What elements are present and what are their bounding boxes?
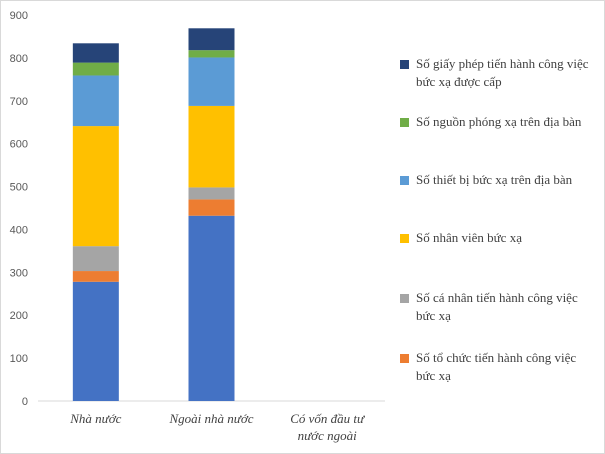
legend-label: Số giấy phép tiến hành công việc bức xạ … [416, 56, 589, 89]
bar-segment [72, 43, 119, 63]
bar-segment [72, 281, 119, 401]
legend-swatch [400, 118, 409, 127]
y-tick-label: 300 [10, 267, 28, 279]
y-tick-label: 900 [10, 10, 28, 22]
bar-segment [188, 105, 235, 188]
x-category-label: Nhà nước [69, 411, 121, 426]
legend-label: Số nguồn phóng xạ trên địa bàn [416, 114, 582, 129]
legend-swatch [400, 294, 409, 303]
bar-segment [188, 199, 235, 216]
y-tick-label: 600 [10, 139, 28, 151]
x-category-label: Ngoài nhà nước [168, 411, 253, 426]
bar-segment [72, 271, 119, 282]
y-tick-label: 100 [10, 353, 28, 365]
y-tick-label: 700 [10, 96, 28, 108]
y-tick-label: 800 [10, 53, 28, 65]
bar-segment [188, 57, 235, 106]
bar-segment [72, 75, 119, 127]
y-tick-label: 400 [10, 224, 28, 236]
y-tick-label: 500 [10, 182, 28, 194]
legend-swatch [400, 234, 409, 243]
bar-segment [72, 62, 119, 76]
legend-label: Số cá nhân tiến hành công việc bức xạ [416, 290, 578, 323]
y-tick-label: 200 [10, 310, 28, 322]
bar-segment [188, 50, 235, 58]
legend-label: Số nhân viên bức xạ [416, 230, 522, 245]
bar-segment [188, 187, 235, 200]
x-category-label: nước ngoài [298, 428, 358, 443]
y-tick-label: 0 [22, 396, 28, 408]
bar-segment [72, 126, 119, 247]
bar-segment [72, 246, 119, 272]
x-category-label: Có vốn đầu tư [290, 411, 365, 426]
bar-segment [188, 28, 235, 51]
legend-swatch [400, 60, 409, 69]
legend-swatch [400, 176, 409, 185]
legend-label: Số tổ chức tiến hành công việc bức xạ [416, 350, 577, 383]
legend-label: Số thiết bị bức xạ trên địa bàn [416, 172, 573, 187]
legend-swatch [400, 354, 409, 363]
bar-segment [188, 215, 235, 401]
